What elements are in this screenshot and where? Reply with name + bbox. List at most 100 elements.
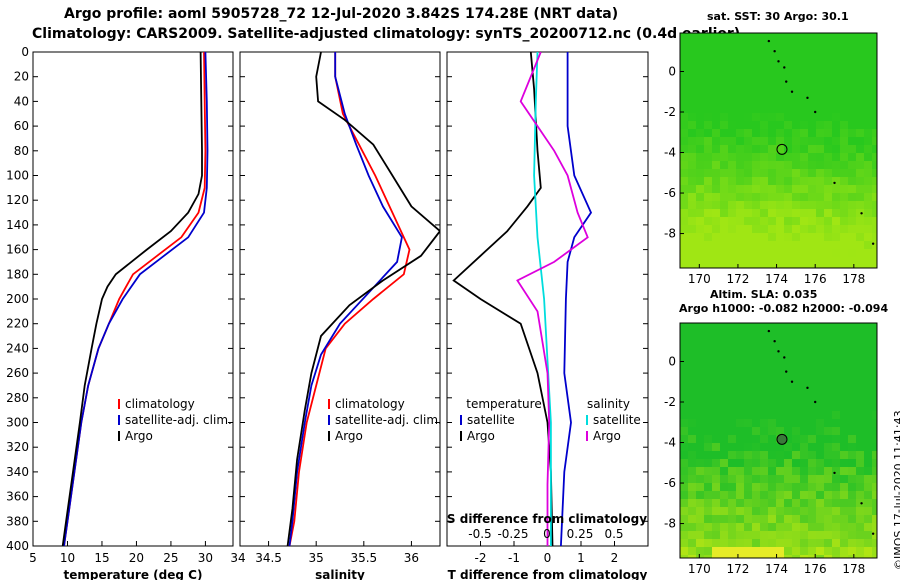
- map-cell: [856, 201, 865, 210]
- profile-location-marker: [776, 143, 788, 155]
- map-cell: [784, 185, 793, 194]
- map-cell: [824, 81, 833, 90]
- map-cell: [704, 451, 713, 460]
- s-tick-label: 0.5: [604, 527, 623, 541]
- map-cell: [800, 169, 809, 178]
- map-cell: [680, 233, 689, 242]
- map-cell: [784, 499, 793, 508]
- map-cell: [736, 347, 745, 356]
- map-cell: [832, 241, 841, 250]
- map-cell: [864, 49, 873, 58]
- map-cell: [688, 49, 697, 58]
- map-cell: [776, 419, 785, 428]
- map-cell: [832, 49, 841, 58]
- map-cell: [680, 265, 689, 269]
- map-cell: [800, 177, 809, 186]
- map-cell: [784, 395, 793, 404]
- map-cell: [808, 161, 817, 170]
- map-cell: [816, 137, 825, 146]
- map-cell: [744, 241, 753, 250]
- map-cell: [872, 193, 878, 202]
- map-cell: [768, 507, 777, 516]
- map-cell: [720, 113, 729, 122]
- map-cell: [736, 523, 745, 532]
- map-cell: [760, 403, 769, 412]
- map-cell: [856, 89, 865, 98]
- map-cell: [688, 169, 697, 178]
- map-cell: [816, 161, 825, 170]
- map-cell: [800, 161, 809, 170]
- map-cell: [800, 193, 809, 202]
- map-cell: [776, 41, 785, 50]
- map-cell: [720, 451, 729, 460]
- map-cell: [872, 371, 878, 380]
- map-cell: [736, 475, 745, 484]
- map-cell: [848, 323, 857, 332]
- map-cell: [728, 363, 737, 372]
- map-cell: [784, 89, 793, 98]
- map-cell: [864, 177, 873, 186]
- map-cell: [768, 89, 777, 98]
- map-cell: [824, 217, 833, 226]
- map-cell: [832, 257, 841, 266]
- map-cell: [864, 323, 873, 332]
- map-cell: [688, 201, 697, 210]
- map-cell: [728, 499, 737, 508]
- map-cell: [792, 161, 801, 170]
- map-cell: [736, 145, 745, 154]
- map-frame: [679, 32, 878, 269]
- map-cell: [712, 555, 721, 559]
- map-cell: [872, 209, 878, 218]
- map-cell: [752, 97, 761, 106]
- map-cell: [712, 185, 721, 194]
- map-cell: [696, 169, 705, 178]
- map-cell: [744, 209, 753, 218]
- map-cell: [800, 257, 809, 266]
- map-cell: [856, 249, 865, 258]
- map-cell: [720, 129, 729, 138]
- map-cell: [856, 459, 865, 468]
- s-tick-label: -0.5: [468, 527, 491, 541]
- map-cell: [808, 435, 817, 444]
- map-cell: [848, 523, 857, 532]
- map-cell: [712, 347, 721, 356]
- map-cell: [864, 363, 873, 372]
- map-cell: [840, 217, 849, 226]
- map-cell: [864, 419, 873, 428]
- map-cell: [832, 491, 841, 500]
- map-cell: [712, 33, 721, 42]
- map-cell: [696, 217, 705, 226]
- map-cell: [792, 323, 801, 332]
- map-cell: [856, 467, 865, 476]
- map-cell: [720, 97, 729, 106]
- map-cell: [712, 161, 721, 170]
- map-cell: [728, 193, 737, 202]
- map-cell: [824, 41, 833, 50]
- map-cell: [872, 523, 878, 532]
- map-y-tick-label: -8: [664, 517, 676, 531]
- map-cell: [696, 81, 705, 90]
- map-cell: [800, 41, 809, 50]
- x-tick-label: 5: [29, 551, 37, 565]
- map-cell: [832, 547, 841, 556]
- map-cell: [808, 65, 817, 74]
- depth-tick-label: 340: [6, 465, 29, 479]
- map-cell: [768, 459, 777, 468]
- map-cell: [760, 355, 769, 364]
- map-cell: [696, 177, 705, 186]
- map-cell: [784, 209, 793, 218]
- map-cell: [840, 113, 849, 122]
- map-cell: [712, 81, 721, 90]
- map-cell: [864, 81, 873, 90]
- map-cell: [760, 419, 769, 428]
- map-cell: [744, 323, 753, 332]
- map-cell: [776, 145, 785, 154]
- map-cell: [728, 33, 737, 42]
- island-dot: [777, 350, 780, 353]
- map-cell: [752, 49, 761, 58]
- map-cell: [736, 201, 745, 210]
- map-cell: [736, 339, 745, 348]
- map-cell: [784, 459, 793, 468]
- map-cell: [784, 121, 793, 130]
